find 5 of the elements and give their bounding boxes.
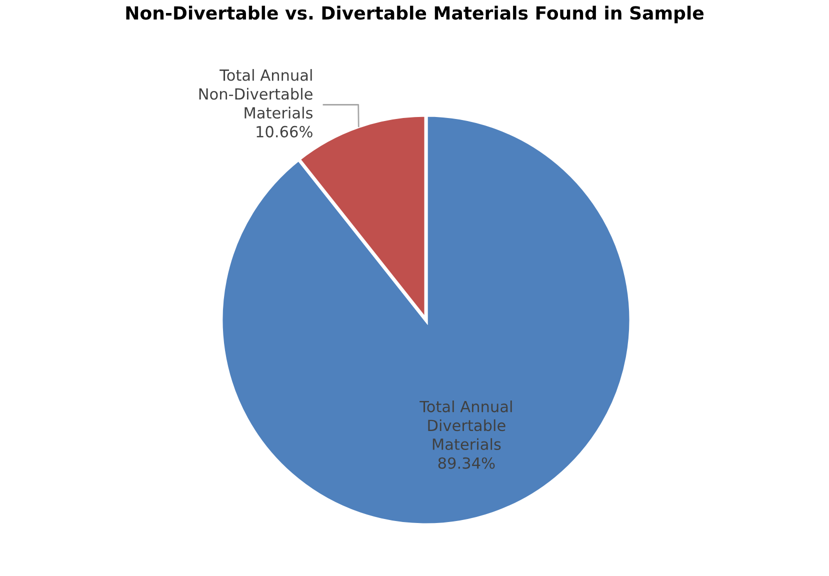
chart-title: Non-Divertable vs. Divertable Materials Found in Sample — [126, 6, 704, 24]
slice-label: Total Annual Non-Divertable Materials — [199, 69, 313, 119]
slice-label: Total Annual Divertable Materials — [420, 400, 512, 450]
data-label: 89.34% — [438, 457, 495, 469]
data-label: 10.66% — [256, 126, 312, 138]
